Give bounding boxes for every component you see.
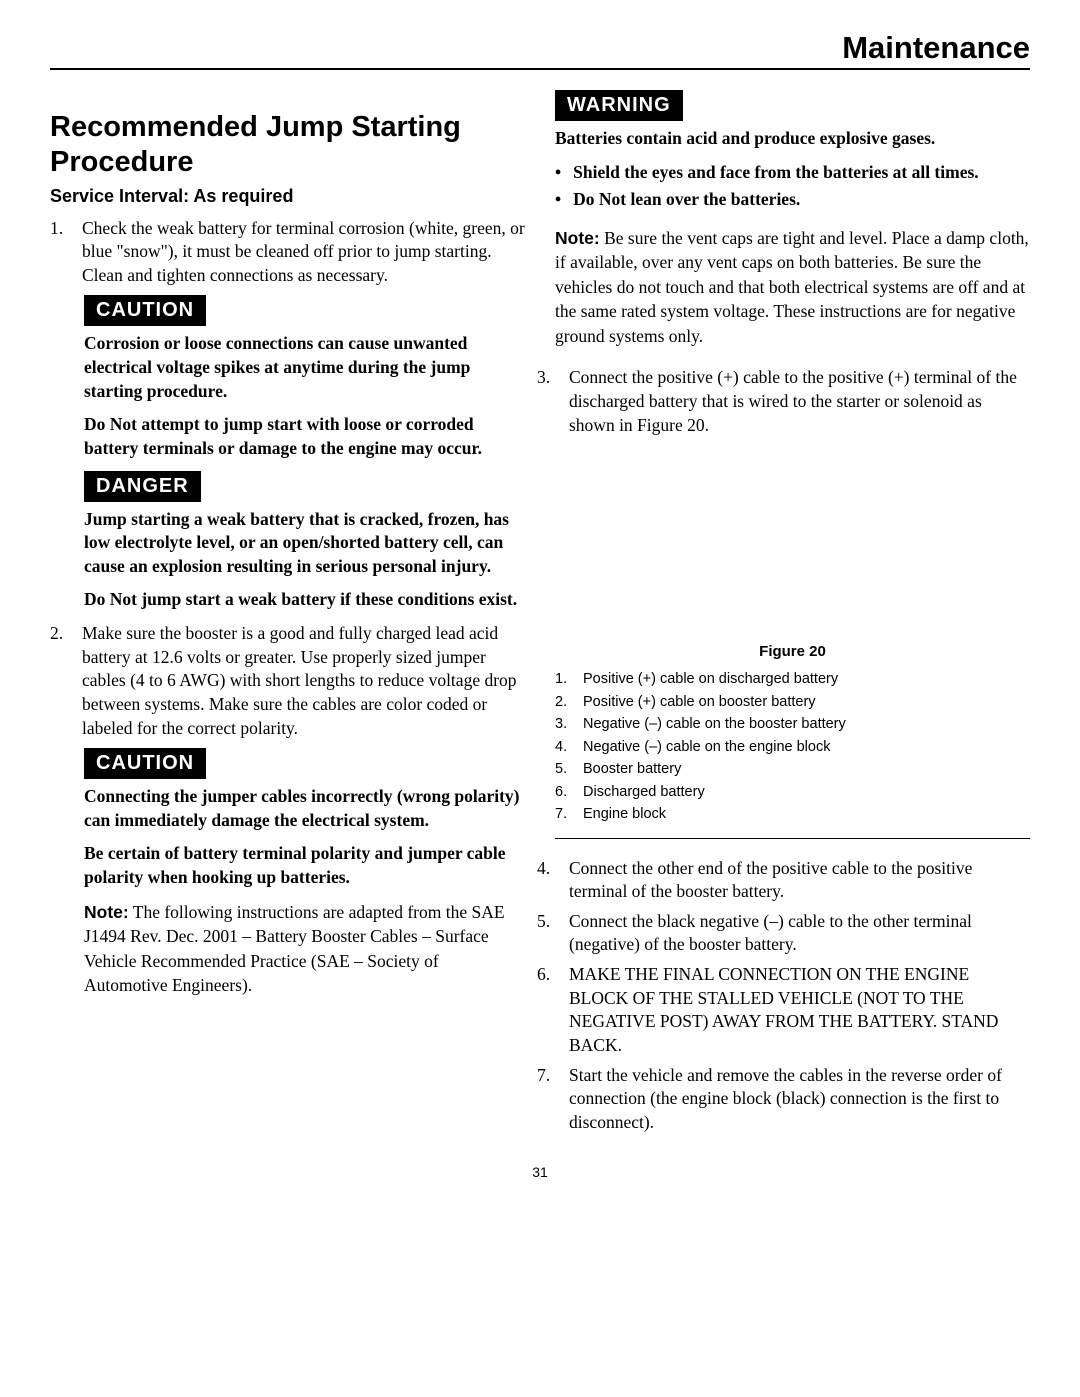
warning-body: Batteries contain acid and produce explo… <box>555 127 1030 212</box>
step-text: Start the vehicle and remove the cables … <box>569 1064 1030 1135</box>
figure-caption: Figure 20 <box>555 643 1030 660</box>
main-title: Recommended Jump Starting Procedure <box>50 110 525 180</box>
warning-bullets: Shield the eyes and face from the batter… <box>555 161 1030 212</box>
caution-2: CAUTION Connecting the jumper cables inc… <box>84 748 525 890</box>
danger-text: Do Not jump start a weak battery if thes… <box>84 588 525 612</box>
left-column: Recommended Jump Starting Procedure Serv… <box>50 80 525 1140</box>
step-3: 3. Connect the positive (+) cable to the… <box>537 366 1030 437</box>
step-number: 3. <box>537 366 555 437</box>
step-1: 1. Check the weak battery for terminal c… <box>50 217 525 288</box>
caution-label: CAUTION <box>84 748 206 779</box>
step-text: MAKE THE FINAL CONNECTION ON THE ENGINE … <box>569 963 1030 1058</box>
step-2: 2. Make sure the booster is a good and f… <box>50 622 525 740</box>
legend-row: 3.Negative (–) cable on the booster batt… <box>555 713 1030 735</box>
legend-row: 5.Booster battery <box>555 758 1030 780</box>
step-text: Make sure the booster is a good and full… <box>82 622 525 740</box>
warning-label: WARNING <box>555 90 683 121</box>
legend-row: 7.Engine block <box>555 803 1030 825</box>
caution-body: Corrosion or loose connections can cause… <box>84 332 525 460</box>
legend-row: 2.Positive (+) cable on booster battery <box>555 691 1030 713</box>
warning-text: Batteries contain acid and produce explo… <box>555 127 1030 151</box>
caution-text: Corrosion or loose connections can cause… <box>84 332 525 403</box>
step-4: 4. Connect the other end of the positive… <box>537 857 1030 904</box>
figure-placeholder <box>555 443 1030 643</box>
caution-1: CAUTION Corrosion or loose connections c… <box>84 295 525 460</box>
step-5: 5. Connect the black negative (–) cable … <box>537 910 1030 957</box>
caution-text: Do Not attempt to jump start with loose … <box>84 413 525 460</box>
legend-row: 6.Discharged battery <box>555 781 1030 803</box>
legend-row: 4.Negative (–) cable on the engine block <box>555 736 1030 758</box>
warning-callout: WARNING Batteries contain acid and produ… <box>555 90 1030 212</box>
step-7: 7. Start the vehicle and remove the cabl… <box>537 1064 1030 1135</box>
warning-bullet: Do Not lean over the batteries. <box>555 188 1030 212</box>
danger-callout: DANGER Jump starting a weak battery that… <box>84 471 525 613</box>
caution-body: Connecting the jumper cables incorrectly… <box>84 785 525 890</box>
figure-legend: 1.Positive (+) cable on discharged batte… <box>555 668 1030 825</box>
page-number: 31 <box>50 1164 1030 1180</box>
step-number: 5. <box>537 910 555 957</box>
warning-bullet: Shield the eyes and face from the batter… <box>555 161 1030 185</box>
note-label: Note: <box>555 228 600 248</box>
caution-label: CAUTION <box>84 295 206 326</box>
step-number: 2. <box>50 622 68 740</box>
legend-row: 1.Positive (+) cable on discharged batte… <box>555 668 1030 690</box>
right-column: WARNING Batteries contain acid and produ… <box>555 80 1030 1140</box>
step-number: 4. <box>537 857 555 904</box>
step-text: Connect the black negative (–) cable to … <box>569 910 1030 957</box>
note-1: Note: The following instructions are ada… <box>84 900 525 998</box>
note-text: The following instructions are adapted f… <box>84 902 505 996</box>
caution-text: Be certain of battery terminal polarity … <box>84 842 525 889</box>
danger-text: Jump starting a weak battery that is cra… <box>84 508 525 579</box>
step-number: 7. <box>537 1064 555 1135</box>
service-interval: Service Interval: As required <box>50 186 525 207</box>
step-text: Connect the positive (+) cable to the po… <box>569 366 1030 437</box>
danger-body: Jump starting a weak battery that is cra… <box>84 508 525 613</box>
step-number: 6. <box>537 963 555 1058</box>
step-text: Check the weak battery for terminal corr… <box>82 217 525 288</box>
step-number: 1. <box>50 217 68 288</box>
caution-text: Connecting the jumper cables incorrectly… <box>84 785 525 832</box>
note-text: Be sure the vent caps are tight and leve… <box>555 228 1029 346</box>
header-title: Maintenance <box>842 30 1030 65</box>
page-header: Maintenance <box>50 30 1030 70</box>
content-columns: Recommended Jump Starting Procedure Serv… <box>50 80 1030 1140</box>
note-2: Note: Be sure the vent caps are tight an… <box>555 226 1030 349</box>
note-label: Note: <box>84 902 129 922</box>
step-6: 6. MAKE THE FINAL CONNECTION ON THE ENGI… <box>537 963 1030 1058</box>
figure-rule <box>555 838 1030 839</box>
step-text: Connect the other end of the positive ca… <box>569 857 1030 904</box>
danger-label: DANGER <box>84 471 201 502</box>
